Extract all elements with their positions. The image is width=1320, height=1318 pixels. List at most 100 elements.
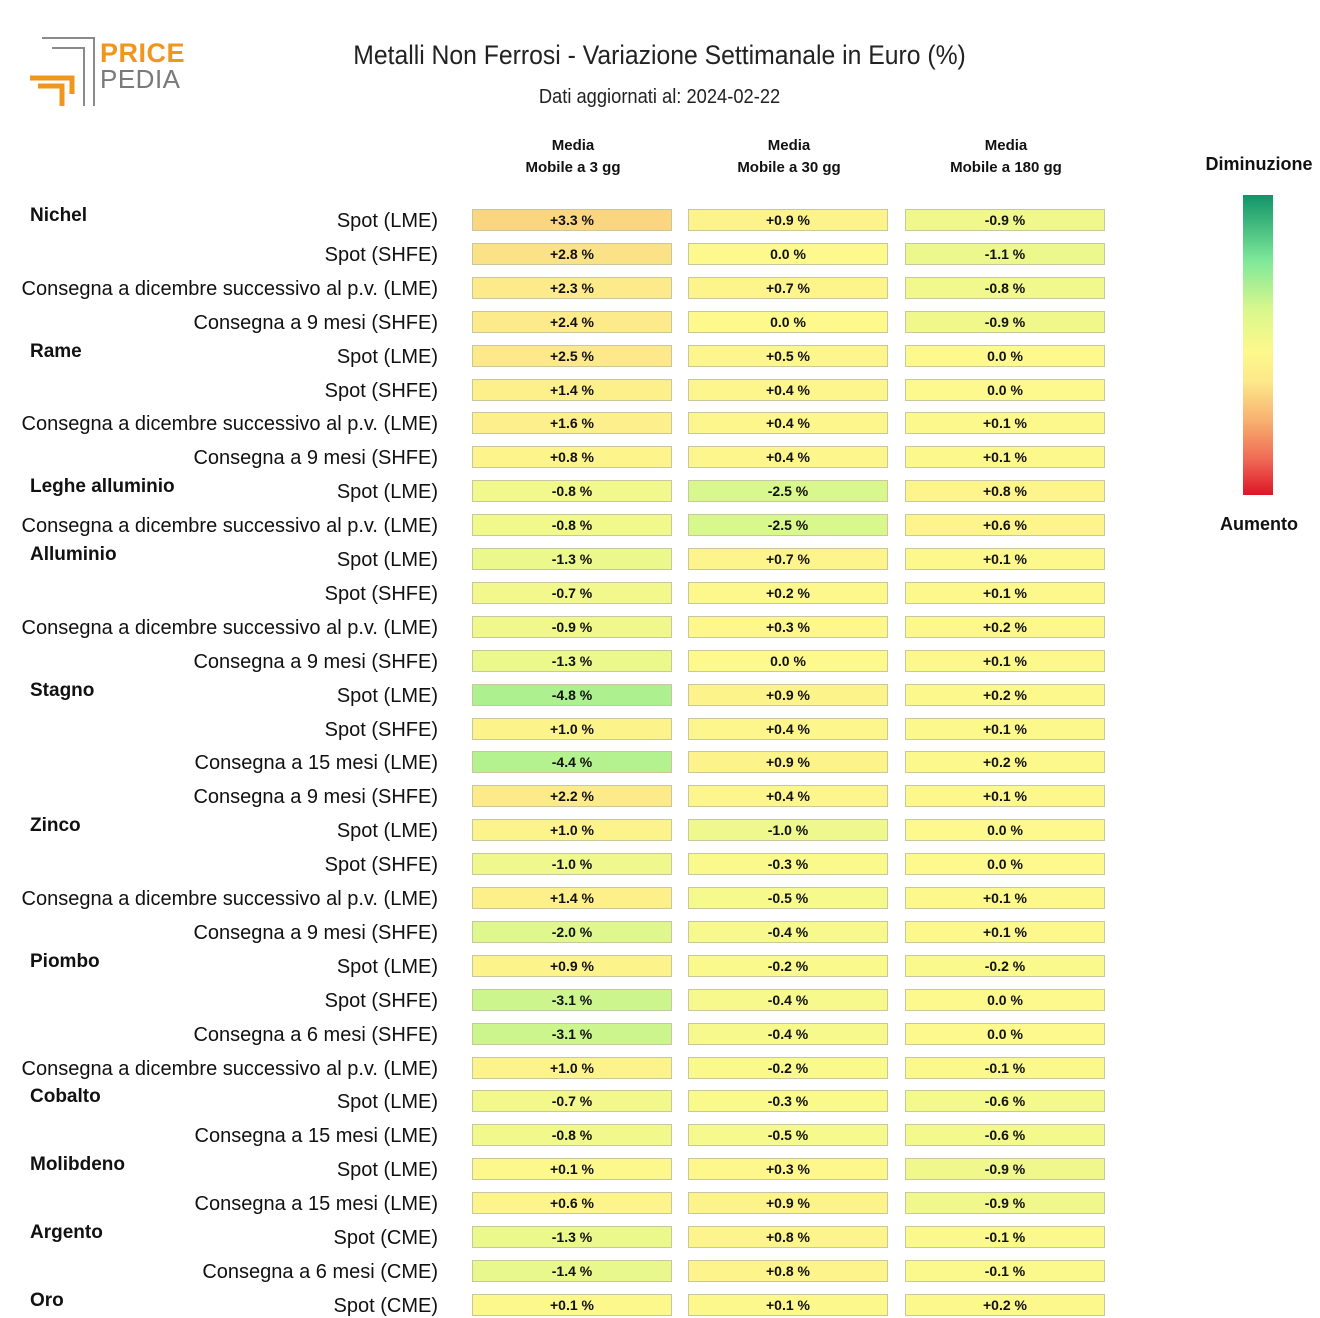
heatmap-cell: +0.2 % (905, 615, 1105, 638)
row-label: Consegna a 15 mesi (LME) (194, 1193, 438, 1216)
heatmap-cell: +0.4 % (688, 378, 888, 401)
heatmap-cell: 0.0 % (688, 649, 888, 672)
heatmap-cell: +0.9 % (688, 751, 888, 774)
row-label: Spot (LME) (336, 1159, 438, 1182)
row-label: Consegna a dicembre successivo al p.v. (… (21, 616, 438, 639)
row-label: Consegna a 6 mesi (CME) (202, 1260, 438, 1283)
row-label: Consegna a 9 mesi (SHFE) (193, 786, 438, 809)
heatmap-cell: +0.8 % (688, 1259, 888, 1282)
heatmap-cell: +0.1 % (905, 581, 1105, 604)
row-label: Consegna a 9 mesi (SHFE) (193, 311, 438, 334)
color-scale-bar (1243, 195, 1273, 495)
heatmap-cell: 0.0 % (905, 378, 1105, 401)
heatmap-cell: +0.8 % (688, 1226, 888, 1248)
heatmap-cell: +0.3 % (688, 615, 888, 638)
heatmap-cell: -2.5 % (688, 514, 888, 537)
heatmap-cell: +0.1 % (905, 548, 1105, 570)
row-label: Consegna a dicembre successivo al p.v. (… (21, 888, 438, 910)
heatmap-cell: -0.6 % (905, 1090, 1105, 1113)
metal-group-label: Stagno (30, 679, 95, 701)
heatmap-cell: +0.1 % (905, 649, 1105, 672)
heatmap-cell: 0.0 % (905, 1022, 1105, 1045)
heatmap-cell: +0.7 % (688, 276, 888, 299)
heatmap-cell: +0.2 % (688, 581, 888, 604)
row-label: Consegna a 15 mesi (LME) (194, 1125, 438, 1148)
heatmap-cell: -0.4 % (688, 1022, 888, 1045)
heatmap-cell: -0.8 % (905, 276, 1105, 299)
row-label: Consegna a 6 mesi (SHFE) (193, 1023, 438, 1046)
row-label: Spot (SHFE) (324, 718, 438, 741)
row-label: Consegna a dicembre successivo al p.v. (… (21, 413, 438, 436)
heatmap-cell: -4.8 % (472, 683, 672, 706)
heatmap-cell: +2.3 % (472, 276, 672, 299)
row-label: Spot (LME) (336, 481, 438, 504)
heatmap-cell: +0.1 % (905, 717, 1105, 740)
heatmap-cell: -2.5 % (688, 480, 888, 503)
metal-group-label: Rame (30, 340, 82, 362)
heatmap-cell: +0.4 % (688, 717, 888, 740)
heatmap-cell: -0.1 % (905, 1226, 1105, 1248)
heatmap-cell: +0.9 % (688, 683, 888, 706)
heatmap-cell: -0.2 % (905, 954, 1105, 977)
heatmap-cell: +3.3 % (472, 209, 672, 231)
heatmap-cell: 0.0 % (688, 310, 888, 333)
heatmap-cell: +1.6 % (472, 412, 672, 435)
heatmap-cell: -0.1 % (905, 1259, 1105, 1282)
heatmap-cell: -0.9 % (905, 1158, 1105, 1181)
heatmap-cell: -0.7 % (472, 1090, 672, 1113)
heatmap-cell: -0.3 % (688, 853, 888, 876)
heatmap-cell: +2.8 % (472, 242, 672, 265)
heatmap-cell: -0.4 % (688, 920, 888, 943)
row-label: Spot (SHFE) (324, 379, 438, 402)
heatmap-cell: +0.5 % (688, 344, 888, 367)
row-label: Spot (CME) (333, 1294, 438, 1317)
heatmap-cell: +0.6 % (472, 1192, 672, 1215)
row-label: Consegna a dicembre successivo al p.v. (… (21, 515, 438, 538)
heatmap-cell: +0.4 % (688, 446, 888, 469)
column-header-2: Media Mobile a 30 gg (737, 137, 841, 176)
row-label: Spot (CME) (333, 1227, 438, 1249)
row-label: Spot (LME) (336, 549, 438, 571)
heatmap-cell: -1.0 % (472, 853, 672, 876)
heatmap-cell: -3.1 % (472, 1022, 672, 1045)
row-label: Spot (SHFE) (324, 854, 438, 877)
heatmap-cell: -1.1 % (905, 242, 1105, 265)
metal-group-label: Zinco (30, 815, 81, 837)
heatmap-cell: +0.4 % (688, 412, 888, 435)
heatmap-cell: +0.9 % (688, 1192, 888, 1215)
column-header-1: Media Mobile a 3 gg (525, 137, 621, 176)
heatmap-cell: -0.9 % (905, 209, 1105, 231)
heatmap-cell: +0.9 % (472, 954, 672, 977)
metal-group-label: Nichel (30, 205, 88, 226)
row-label: Spot (SHFE) (324, 243, 438, 266)
row-label: Consegna a dicembre successivo al p.v. (… (21, 1057, 438, 1080)
row-label: Consegna a dicembre successivo al p.v. (… (21, 277, 438, 300)
heatmap-cell: -1.0 % (688, 819, 888, 842)
heatmap-cell: +0.1 % (905, 785, 1105, 808)
heatmap-cell: -0.9 % (472, 615, 672, 638)
heatmap-cell: -0.5 % (688, 1124, 888, 1147)
heatmap-cell: +0.3 % (688, 1158, 888, 1181)
heatmap-cell: -2.0 % (472, 920, 672, 943)
metal-group-label: Cobalto (30, 1086, 101, 1108)
heatmap-cell: -0.7 % (472, 581, 672, 604)
logo-line-1: PRICE (100, 38, 186, 68)
heatmap-cell: +1.0 % (472, 717, 672, 740)
heatmap-cell: 0.0 % (905, 344, 1105, 367)
heatmap-cell: +1.4 % (472, 887, 672, 909)
heatmap-cell: -0.9 % (905, 310, 1105, 333)
heatmap-cell: -0.6 % (905, 1124, 1105, 1147)
legend-top-label: Diminuzione (1205, 154, 1313, 174)
heatmap-cell: -0.8 % (472, 480, 672, 503)
row-label: Spot (LME) (336, 684, 438, 707)
heatmap-cell: -0.2 % (688, 954, 888, 977)
metal-group-label: Piombo (30, 950, 100, 972)
heatmap-cell: -0.8 % (472, 1124, 672, 1147)
row-label: Consegna a 15 mesi (LME) (194, 752, 438, 775)
heatmap-cell: +0.2 % (905, 751, 1105, 774)
heatmap-cell: +1.4 % (472, 378, 672, 401)
row-label: Spot (SHFE) (324, 582, 438, 605)
heatmap-cell: 0.0 % (905, 819, 1105, 842)
heatmap-cell: +0.1 % (472, 1158, 672, 1181)
heatmap-cell: -0.2 % (688, 1056, 888, 1079)
